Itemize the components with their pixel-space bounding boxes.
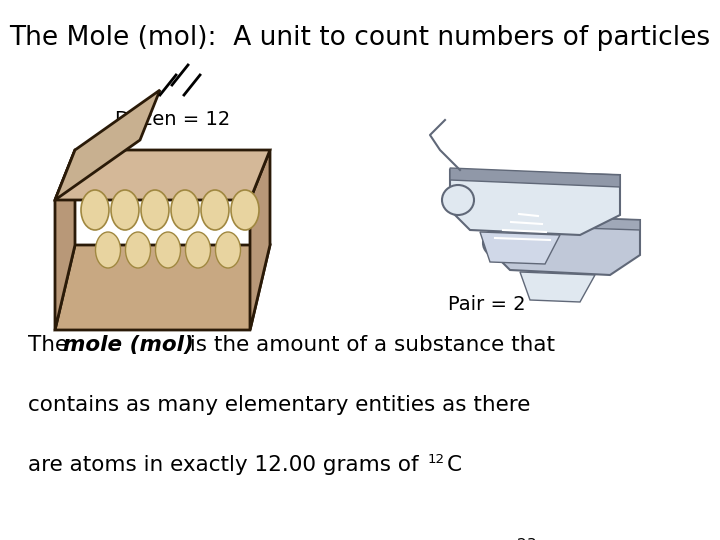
Ellipse shape <box>215 232 240 268</box>
Ellipse shape <box>156 232 181 268</box>
Polygon shape <box>480 232 560 264</box>
Text: 12: 12 <box>428 453 445 466</box>
Polygon shape <box>55 245 270 330</box>
Polygon shape <box>520 272 595 302</box>
Ellipse shape <box>81 190 109 230</box>
Polygon shape <box>490 215 640 275</box>
Polygon shape <box>250 150 270 330</box>
Ellipse shape <box>442 185 474 215</box>
Ellipse shape <box>186 232 210 268</box>
Ellipse shape <box>125 232 150 268</box>
Polygon shape <box>450 170 620 235</box>
Polygon shape <box>55 150 75 330</box>
Ellipse shape <box>483 229 513 257</box>
Text: contains as many elementary entities as there: contains as many elementary entities as … <box>28 395 531 415</box>
Ellipse shape <box>231 190 259 230</box>
Ellipse shape <box>111 190 139 230</box>
Text: is the amount of a substance that: is the amount of a substance that <box>183 335 555 355</box>
Text: The Mole (mol):  A unit to count numbers of particles: The Mole (mol): A unit to count numbers … <box>9 25 711 51</box>
Ellipse shape <box>201 190 229 230</box>
Text: mole (mol): mole (mol) <box>63 335 194 355</box>
Text: Dozen = 12: Dozen = 12 <box>115 110 230 129</box>
Ellipse shape <box>96 232 120 268</box>
Text: Pair = 2: Pair = 2 <box>448 295 526 314</box>
Polygon shape <box>55 150 270 200</box>
Text: C: C <box>447 455 462 475</box>
Ellipse shape <box>171 190 199 230</box>
Polygon shape <box>55 90 160 200</box>
Ellipse shape <box>141 190 169 230</box>
Polygon shape <box>450 168 620 187</box>
Text: are atoms in exactly 12.00 grams of: are atoms in exactly 12.00 grams of <box>28 455 426 475</box>
Polygon shape <box>490 215 640 230</box>
Text: The: The <box>28 335 75 355</box>
Text: 1 mol = $\mathit{N_A}$ = 6.0221367 x 10$^{23}$: 1 mol = $\mathit{N_A}$ = 6.0221367 x 10$… <box>184 536 536 540</box>
